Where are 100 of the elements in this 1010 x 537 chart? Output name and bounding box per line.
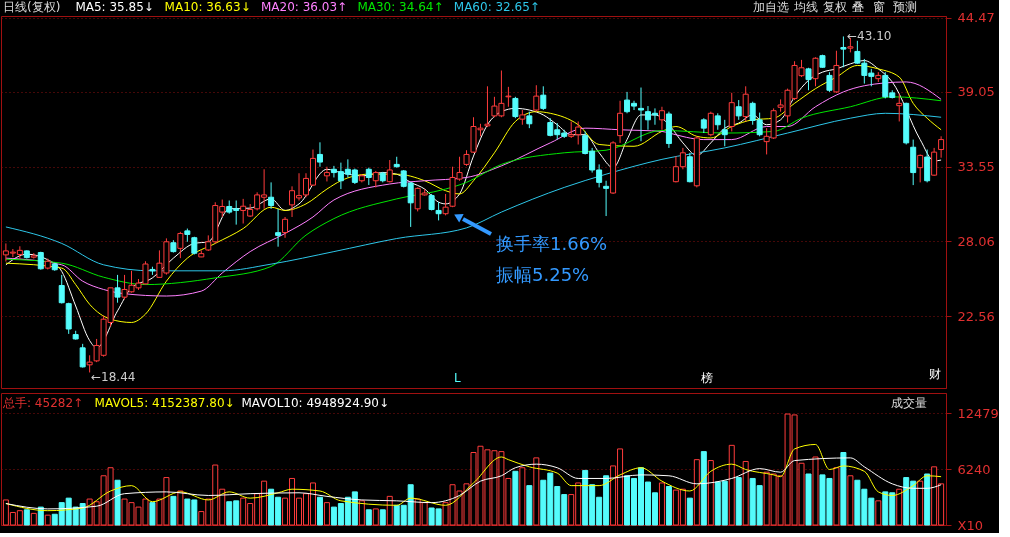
y-tick-label: 28.06 [957,233,995,249]
candlestick [442,193,449,216]
bar [805,473,812,526]
candlestick [323,166,330,182]
candlestick [177,231,184,259]
text: 预测 [893,0,917,14]
text: MA30: 34.64↑ [357,0,444,14]
candlestick [617,100,624,144]
bar [44,514,51,526]
text: 叠 [852,0,864,14]
candlestick [435,201,442,221]
candlestick [505,86,512,108]
bar [149,502,156,526]
text: 加自选 [753,0,789,14]
bar [323,502,330,526]
bar [30,512,37,526]
bar [917,480,924,526]
bar [728,444,735,526]
text: MA60: 32.65↑ [453,0,540,14]
bar [700,451,707,526]
candlestick [658,106,665,131]
candlestick [316,141,323,168]
annotation: 财 [929,367,941,381]
bar [316,496,323,526]
bar [23,509,30,526]
text: MAVOL5: 4152387.80↓ [94,396,235,410]
candlestick [79,343,86,369]
annotation: 换手率1.66% [496,233,608,254]
bar [533,457,540,526]
bar [686,497,693,526]
y-tick-label: 22.56 [957,308,995,324]
bar [735,477,742,526]
candlestick [924,149,931,183]
bar [372,508,379,526]
candlestick [896,93,903,122]
candlestick [533,84,540,113]
text: MA10: 36.63↓ [164,0,251,14]
bar [177,490,184,526]
text: MA5: 35.85↓ [75,0,154,14]
candlestick [812,56,819,87]
y-tick-label: X10 [957,517,983,533]
candlestick [917,153,924,183]
bar [386,495,393,526]
candlestick [58,274,65,305]
candlestick [931,147,938,177]
text: 复权 [823,0,847,14]
annotation: ←18.44 [91,370,136,384]
y-tick-label: 6240 [957,461,991,477]
bar [519,467,526,526]
bar [693,459,700,526]
annotation: 成交量 [891,396,927,410]
candlestick [275,208,282,248]
bar [365,509,372,526]
bar [526,485,533,526]
bar [812,456,819,526]
candlestick [282,216,289,239]
candlestick [114,274,121,304]
candlestick [938,135,945,159]
bar [665,486,672,526]
bar [358,500,365,526]
bar [707,460,714,526]
text: 窗 [873,0,885,14]
annotation: 榜 [701,371,713,385]
candlestick [707,111,714,137]
y-tick-label: 33.55 [957,159,995,175]
candlestick [826,71,833,93]
candlestick [728,92,735,132]
bar [833,467,840,526]
chart-title: 日线(复权) [3,0,61,14]
bar [512,470,519,526]
line-series [5,443,942,512]
candlestick [742,85,749,122]
candlestick [268,181,275,210]
bar [840,452,847,526]
candlestick [603,180,610,217]
y-tick-label: 12479 [957,405,999,421]
bar [847,475,854,526]
candlestick [840,35,847,68]
bar [875,500,882,526]
y-tick-label: 39.05 [957,84,995,100]
bar [379,509,386,526]
bar [170,495,177,526]
text: MA20: 36.03↑ [261,0,348,14]
line-series [5,457,942,510]
candlestick [484,85,491,128]
candlestick [735,99,742,121]
bar [924,473,931,526]
bar [742,460,749,526]
bar [658,482,665,526]
y-tick-label: 44.47 [957,10,995,26]
bar [114,479,121,526]
candlestick [540,85,547,111]
candlestick [638,87,644,142]
text: 总手: 45282↑ [2,396,84,410]
annotation: L [454,371,461,385]
bar [896,488,903,526]
annotation: ←43.10 [847,29,892,43]
text: MAVOL10: 4948924.90↓ [241,396,390,410]
text: 均线 [793,0,818,14]
candlestick [512,96,519,119]
